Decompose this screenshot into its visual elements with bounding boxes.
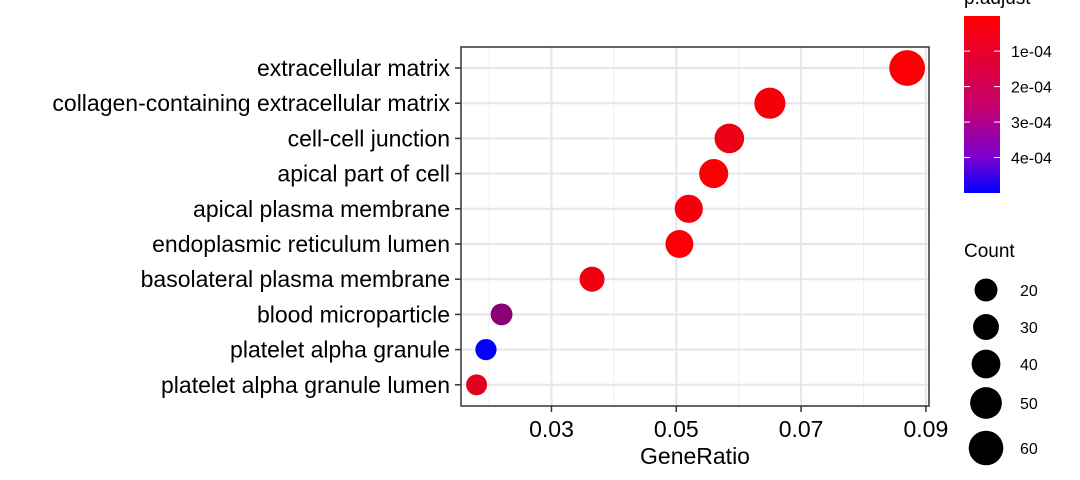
color-legend-label: 1e-04 [1011, 44, 1052, 61]
data-point [579, 266, 605, 292]
category-label: apical plasma membrane [193, 196, 450, 222]
plot-border [460, 46, 930, 407]
x-tick-label: 0.09 [903, 416, 948, 442]
color-legend-label: 4e-04 [1011, 151, 1052, 168]
size-legend-label: 20 [1020, 283, 1038, 300]
size-legend-key [973, 314, 999, 340]
color-legend-label: 2e-04 [1011, 80, 1052, 97]
size-legend-key [974, 278, 998, 302]
size-legend-label: 60 [1020, 441, 1038, 458]
color-legend-bar [964, 16, 1000, 193]
data-point [889, 50, 926, 86]
x-axis-title: GeneRatio [640, 443, 750, 469]
size-legend-label: 50 [1020, 396, 1038, 413]
category-label: platelet alpha granule lumen [161, 372, 450, 398]
data-point [490, 303, 513, 326]
data-point [754, 87, 786, 119]
x-tick-label: 0.07 [779, 416, 824, 442]
category-label: extracellular matrix [257, 55, 450, 81]
size-legend-title: Count [964, 241, 1015, 262]
data-point [466, 374, 488, 396]
color-legend-title: p.adjust [964, 0, 1031, 9]
plot-panel [461, 47, 929, 406]
x-tick-label: 0.03 [529, 416, 574, 442]
x-tick-label: 0.05 [654, 416, 699, 442]
size-legend-label: 40 [1020, 357, 1038, 374]
category-label: collagen-containing extracellular matrix [52, 90, 450, 116]
data-point [699, 159, 729, 189]
data-point [665, 230, 694, 258]
data-point [674, 194, 703, 223]
category-label: blood microparticle [257, 301, 450, 327]
size-legend-key [970, 387, 1002, 419]
category-label: cell-cell junction [288, 125, 450, 151]
color-legend-label: 3e-04 [1011, 115, 1052, 132]
data-point [714, 123, 745, 154]
size-legend-label: 30 [1020, 320, 1038, 337]
size-legend-key [971, 349, 1001, 379]
size-legend-key [968, 430, 1004, 466]
data-point [475, 338, 497, 361]
category-label: basolateral plasma membrane [141, 266, 450, 292]
category-label: platelet alpha granule [230, 337, 450, 363]
category-label: apical part of cell [277, 161, 450, 187]
category-label: endoplasmic reticulum lumen [152, 231, 450, 257]
